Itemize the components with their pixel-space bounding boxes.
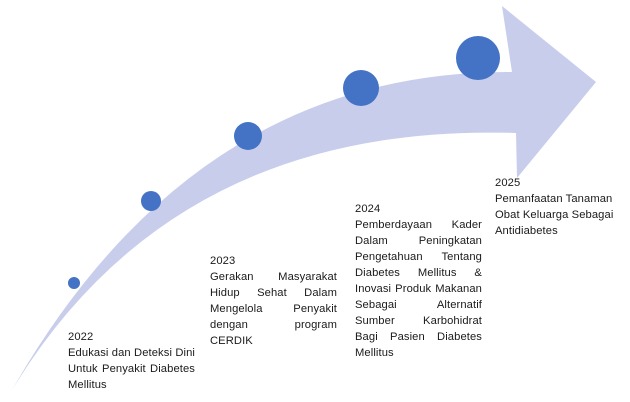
milestone-2022: 2022 Edukasi dan Deteksi Dini Untuk Peny… (68, 329, 195, 393)
arrow-body (12, 6, 596, 390)
milestone-description: Pemberdayaan Kader Dalam Peningkatan Pen… (355, 219, 482, 359)
milestone-description: Edukasi dan Deteksi Dini Untuk Penyakit … (68, 347, 195, 391)
milestone-year: 2024 (355, 203, 381, 215)
milestone-year: 2025 (495, 177, 521, 189)
milestone-dot-1 (68, 277, 80, 289)
milestone-2024: 2024 Pemberdayaan Kader Dalam Peningkata… (355, 201, 482, 361)
milestone-dot-3 (234, 122, 262, 150)
milestone-year: 2023 (210, 255, 236, 267)
milestone-2023: 2023 Gerakan Masyarakat Hidup Sehat Dala… (210, 253, 337, 349)
milestone-dot-2 (141, 191, 161, 211)
milestone-dot-5 (456, 36, 500, 80)
milestone-year: 2022 (68, 331, 94, 343)
milestone-2025: 2025 Pemanfaatan Tanaman Obat Keluarga Se… (495, 175, 630, 239)
milestone-description: Gerakan Masyarakat Hidup Sehat Dalam Men… (210, 271, 337, 347)
milestone-description: Pemanfaatan Tanaman Obat Keluarga Sebagai… (495, 193, 614, 237)
milestone-dot-4 (343, 70, 379, 106)
